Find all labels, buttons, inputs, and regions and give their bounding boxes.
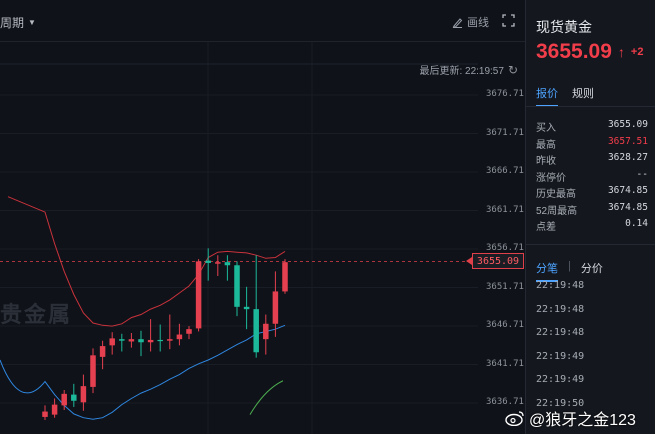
quote-key: 涨停价 — [536, 172, 566, 184]
candle-body — [90, 355, 96, 387]
last-update-label: 最后更新: 22:19:57 — [419, 66, 504, 77]
candle-body — [42, 411, 48, 417]
candle-body — [282, 262, 288, 292]
price-value: 3655.09 — [536, 40, 612, 63]
quote-key: 昨收 — [536, 156, 556, 167]
quote-panel: 现货黄金 3655.09 ↑ +2 报价 规则 买入 3655.09 最高 3657.… — [525, 0, 655, 434]
period-selector[interactable]: 周期 ▼ — [0, 14, 36, 31]
quote-row: 点差 0.14 — [536, 218, 648, 233]
tick-row: 22:19:49 — [536, 374, 585, 385]
quote-value: 3628.27 — [607, 152, 648, 163]
trade-tabs: 分笔 | 分价 — [536, 260, 603, 282]
tick-row: 22:19:48 — [536, 327, 585, 338]
y-tick-label: 3676.71 — [486, 89, 524, 99]
candle-body — [109, 338, 115, 346]
quote-key: 最高 — [536, 139, 556, 151]
quote-row: 最高 3657.51 — [536, 136, 648, 151]
quote-key: 买入 — [536, 123, 556, 134]
quote-value: 3674.85 — [607, 201, 648, 213]
fullscreen-icon[interactable] — [502, 14, 515, 27]
quote-value: 0.14 — [625, 218, 648, 229]
candle-body — [205, 260, 211, 263]
candle-body — [128, 339, 135, 342]
candle-body — [224, 262, 231, 266]
candle-body — [186, 329, 192, 334]
candle-body — [234, 265, 240, 307]
last-update: 最后更新: 22:19:57 ↻ — [419, 62, 518, 78]
quote-value: 3657.51 — [607, 135, 648, 147]
candle-body — [51, 404, 58, 415]
candle-body — [80, 386, 87, 403]
bollinger-lower-line — [0, 324, 286, 420]
candlestick-chart[interactable]: 最后更新: 22:19:57 ↻ 贵金属 3676.71 3671.71 3666.… — [0, 42, 524, 434]
y-tick-label: 3666.71 — [486, 166, 524, 176]
quote-row: 昨收 3628.27 — [536, 152, 648, 167]
y-tick-label: 3656.71 — [486, 243, 524, 253]
draw-line-label: 画线 — [467, 17, 489, 29]
tab-separator: | — [568, 260, 571, 272]
candle-body — [176, 334, 183, 340]
candle-body — [99, 346, 106, 357]
y-tick-label: 3641.71 — [486, 358, 524, 369]
quote-key: 52周最高 — [536, 205, 578, 217]
divider — [526, 106, 655, 107]
tick-row: 22:19:50 — [536, 397, 585, 409]
price-change: +2 — [630, 46, 644, 58]
tab-quote[interactable]: 报价 — [536, 85, 558, 107]
y-tick-label: 3671.71 — [486, 127, 524, 138]
quote-value: 3655.09 — [607, 119, 648, 130]
arrow-up-icon: ↑ — [617, 44, 625, 60]
y-tick-label: 3636.71 — [486, 397, 524, 407]
current-price-tag: 3655.09 — [466, 253, 524, 269]
y-tick-label: 3661.71 — [486, 204, 524, 215]
draw-line-button[interactable]: 画线 — [452, 14, 489, 30]
y-tick-label: 3646.71 — [486, 320, 524, 330]
candle-body — [195, 261, 202, 329]
quote-row: 历史最高 3674.85 — [536, 185, 648, 200]
candle-body — [157, 339, 163, 342]
tick-row: 22:19:48 — [536, 280, 585, 291]
y-tick-label: 3651.71 — [486, 281, 524, 292]
chart-toolbar: 周期 ▼ 画线 — [0, 0, 655, 42]
weibo-icon — [505, 411, 524, 426]
candle-body — [167, 339, 173, 341]
candle-body — [61, 393, 67, 406]
candle-body — [147, 339, 154, 343]
panel-tabs: 报价 规则 — [536, 85, 594, 107]
tab-rules[interactable]: 规则 — [572, 88, 594, 100]
quote-key: 历史最高 — [536, 189, 576, 200]
quote-row: 52周最高 3674.85 — [536, 202, 648, 217]
tab-ticks[interactable]: 分笔 — [536, 260, 558, 282]
divider — [526, 244, 655, 245]
quote-row: 买入 3655.09 — [536, 119, 648, 134]
candle-body — [272, 291, 279, 324]
watermark: 贵金属 — [0, 302, 73, 327]
tick-row: 22:19:49 — [536, 350, 585, 362]
tick-row: 22:19:48 — [536, 303, 585, 315]
chart-canvas — [0, 42, 478, 434]
bollinger-upper-line — [7, 196, 286, 327]
instrument-title: 现货黄金 — [536, 19, 592, 35]
weibo-watermark: @狼牙之金123 — [505, 406, 636, 430]
quote-value: -- — [636, 168, 648, 180]
candle-body — [138, 339, 144, 343]
quote-value: 3674.85 — [607, 185, 648, 196]
candle-body — [263, 323, 269, 340]
weibo-handle: @狼牙之金123 — [529, 412, 636, 429]
chevron-down-icon: ▼ — [28, 18, 36, 27]
period-label: 周期 — [0, 16, 25, 30]
candle-body — [119, 339, 125, 341]
candle-body — [253, 309, 259, 353]
candle-body — [71, 394, 77, 401]
tab-minute-price[interactable]: 分价 — [580, 263, 603, 275]
quote-row: 涨停价 -- — [536, 169, 648, 184]
refresh-icon[interactable]: ↻ — [507, 62, 518, 77]
candle-body — [243, 306, 250, 310]
pencil-icon — [452, 17, 463, 28]
bollinger-extra-line — [249, 380, 284, 415]
quote-key: 点差 — [536, 222, 556, 233]
instrument-price: 3655.09 ↑ +2 — [536, 40, 643, 64]
candle-body — [215, 262, 221, 264]
